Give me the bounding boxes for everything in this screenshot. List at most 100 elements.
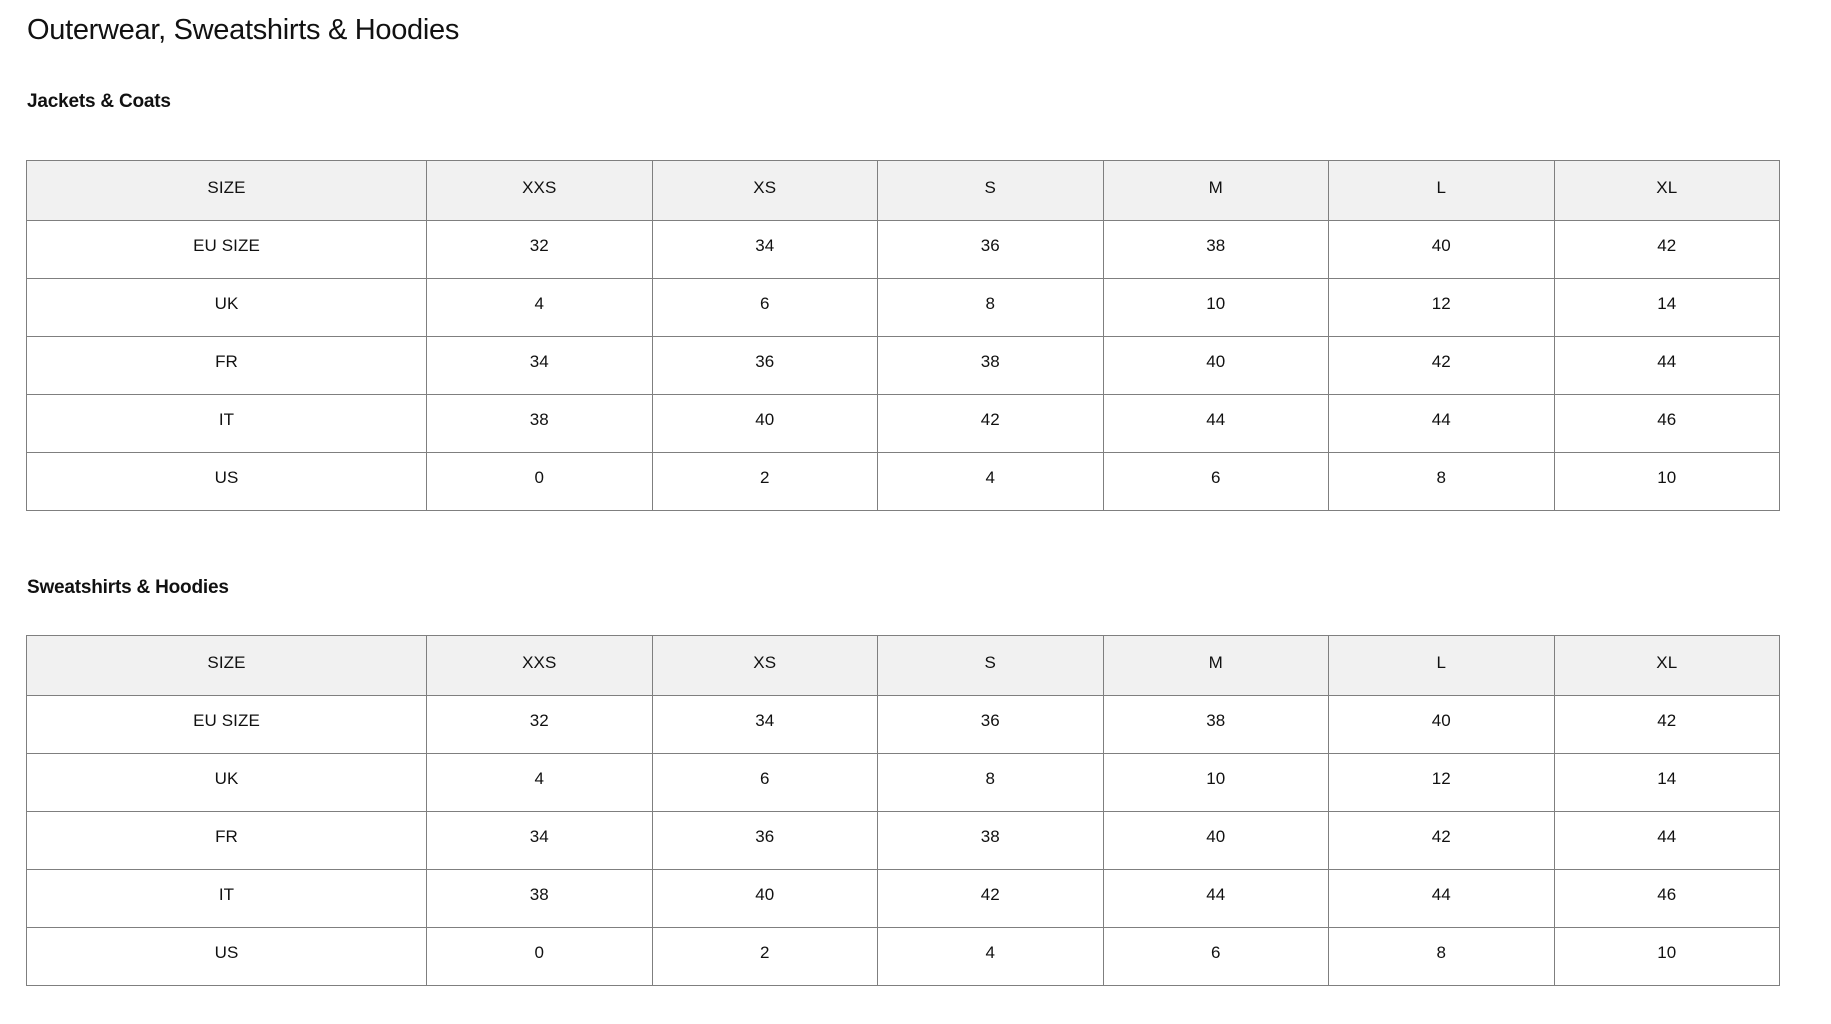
table-row-fr: FR 34 36 38 40 42 44: [26, 336, 1780, 395]
size-value-cell: 10: [1553, 452, 1780, 511]
size-value-cell: 42: [877, 869, 1104, 928]
size-value-cell: 14: [1553, 753, 1780, 812]
size-value-cell: 38: [1102, 220, 1329, 279]
size-value-cell: 42: [1328, 811, 1555, 870]
table-row-eu-size: EU SIZE 32 34 36 38 40 42: [26, 220, 1780, 279]
size-value-cell: 6: [1102, 452, 1329, 511]
table-row-uk: UK 4 6 8 10 12 14: [26, 278, 1780, 337]
size-value-cell: 0: [426, 927, 653, 986]
size-value-cell: 8: [1328, 452, 1555, 511]
column-header-s: S: [877, 635, 1104, 696]
column-header-xl: XL: [1553, 635, 1780, 696]
column-header-m: M: [1102, 635, 1329, 696]
row-label-cell: IT: [26, 394, 427, 453]
row-label-cell: UK: [26, 278, 427, 337]
jackets-coats-size-table: SIZE XXS XS S M L XL EU SIZE 32 34 36 38…: [26, 160, 1780, 511]
size-value-cell: 12: [1328, 753, 1555, 812]
size-value-cell: 38: [877, 336, 1104, 395]
size-value-cell: 36: [651, 336, 878, 395]
size-value-cell: 44: [1328, 394, 1555, 453]
table-row-uk: UK 4 6 8 10 12 14: [26, 753, 1780, 812]
size-value-cell: 36: [877, 220, 1104, 279]
table-header-row: SIZE XXS XS S M L XL: [26, 635, 1780, 696]
size-value-cell: 12: [1328, 278, 1555, 337]
size-value-cell: 2: [651, 452, 878, 511]
size-value-cell: 40: [1102, 811, 1329, 870]
size-value-cell: 40: [1102, 336, 1329, 395]
size-value-cell: 4: [877, 927, 1104, 986]
row-label-cell: US: [26, 927, 427, 986]
size-value-cell: 32: [426, 220, 653, 279]
column-header-s: S: [877, 160, 1104, 221]
size-value-cell: 40: [651, 869, 878, 928]
size-value-cell: 44: [1553, 336, 1780, 395]
row-label-cell: FR: [26, 336, 427, 395]
size-value-cell: 4: [426, 753, 653, 812]
size-value-cell: 44: [1102, 394, 1329, 453]
size-value-cell: 4: [877, 452, 1104, 511]
size-value-cell: 46: [1553, 394, 1780, 453]
section-heading-sweatshirts-hoodies: Sweatshirts & Hoodies: [27, 577, 229, 598]
row-label-cell: FR: [26, 811, 427, 870]
size-value-cell: 34: [426, 811, 653, 870]
table-row-fr: FR 34 36 38 40 42 44: [26, 811, 1780, 870]
size-value-cell: 44: [1328, 869, 1555, 928]
column-header-xs: XS: [651, 635, 878, 696]
size-value-cell: 10: [1102, 278, 1329, 337]
column-header-xxs: XXS: [426, 635, 653, 696]
column-header-size: SIZE: [26, 160, 427, 221]
sweatshirts-hoodies-size-table: SIZE XXS XS S M L XL EU SIZE 32 34 36 38…: [26, 635, 1780, 986]
size-value-cell: 42: [877, 394, 1104, 453]
column-header-l: L: [1328, 635, 1555, 696]
size-value-cell: 4: [426, 278, 653, 337]
size-value-cell: 44: [1553, 811, 1780, 870]
size-value-cell: 38: [426, 869, 653, 928]
size-value-cell: 40: [1328, 220, 1555, 279]
size-value-cell: 42: [1553, 220, 1780, 279]
size-value-cell: 14: [1553, 278, 1780, 337]
table-row-it: IT 38 40 42 44 44 46: [26, 869, 1780, 928]
size-value-cell: 32: [426, 695, 653, 754]
size-value-cell: 6: [651, 753, 878, 812]
size-value-cell: 0: [426, 452, 653, 511]
size-value-cell: 40: [1328, 695, 1555, 754]
column-header-xs: XS: [651, 160, 878, 221]
size-value-cell: 44: [1102, 869, 1329, 928]
page-title: Outerwear, Sweatshirts & Hoodies: [27, 14, 460, 46]
size-value-cell: 34: [651, 695, 878, 754]
size-value-cell: 8: [877, 753, 1104, 812]
row-label-cell: IT: [26, 869, 427, 928]
table-row-us: US 0 2 4 6 8 10: [26, 927, 1780, 986]
size-value-cell: 8: [877, 278, 1104, 337]
size-value-cell: 38: [1102, 695, 1329, 754]
row-label-cell: EU SIZE: [26, 220, 427, 279]
column-header-xl: XL: [1553, 160, 1780, 221]
size-value-cell: 46: [1553, 869, 1780, 928]
column-header-l: L: [1328, 160, 1555, 221]
column-header-xxs: XXS: [426, 160, 653, 221]
size-value-cell: 40: [651, 394, 878, 453]
size-value-cell: 10: [1102, 753, 1329, 812]
size-value-cell: 34: [651, 220, 878, 279]
column-header-size: SIZE: [26, 635, 427, 696]
table-row-it: IT 38 40 42 44 44 46: [26, 394, 1780, 453]
column-header-m: M: [1102, 160, 1329, 221]
table-row-eu-size: EU SIZE 32 34 36 38 40 42: [26, 695, 1780, 754]
size-value-cell: 42: [1553, 695, 1780, 754]
size-value-cell: 38: [877, 811, 1104, 870]
table-row-us: US 0 2 4 6 8 10: [26, 452, 1780, 511]
size-value-cell: 38: [426, 394, 653, 453]
size-value-cell: 34: [426, 336, 653, 395]
size-value-cell: 10: [1553, 927, 1780, 986]
row-label-cell: US: [26, 452, 427, 511]
size-value-cell: 6: [651, 278, 878, 337]
table-header-row: SIZE XXS XS S M L XL: [26, 160, 1780, 221]
row-label-cell: EU SIZE: [26, 695, 427, 754]
size-value-cell: 8: [1328, 927, 1555, 986]
size-value-cell: 6: [1102, 927, 1329, 986]
row-label-cell: UK: [26, 753, 427, 812]
size-value-cell: 36: [651, 811, 878, 870]
section-heading-jackets-coats: Jackets & Coats: [27, 91, 171, 112]
size-value-cell: 36: [877, 695, 1104, 754]
